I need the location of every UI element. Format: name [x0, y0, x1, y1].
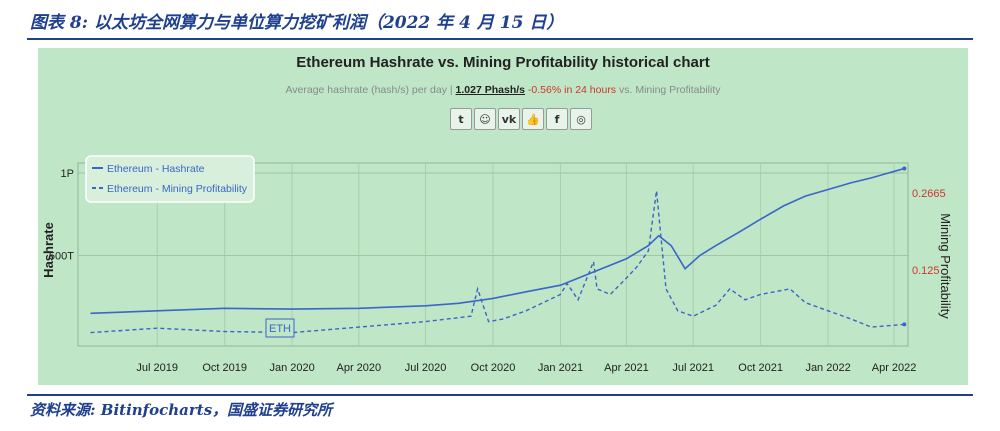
hashrate-end-point	[902, 166, 907, 171]
subtitle-prefix: Average hashrate (hash/s) per day |	[285, 84, 453, 96]
x-tick-label: Oct 2019	[202, 362, 247, 374]
x-tick-label: Apr 2022	[872, 362, 917, 374]
hashrate-value[interactable]: 1.027 Phash/s	[455, 84, 525, 96]
facebook-icon[interactable]: f	[546, 108, 568, 130]
figure-title: 图表 8: 以太坊全网算力与单位算力挖矿利润（2022 年 4 月 15 日）	[30, 13, 564, 33]
x-tick-label: Apr 2021	[604, 362, 649, 374]
legend[interactable]: Ethereum - Hashrate Ethereum - Mining Pr…	[85, 155, 255, 203]
chart-title: Ethereum Hashrate vs. Mining Profitabili…	[296, 54, 710, 71]
bottom-rule	[27, 394, 973, 396]
share-toolbar: t ☺ vk 👍 f ◎	[450, 108, 592, 130]
profitability-end-point	[902, 322, 907, 327]
x-tick-label: Jan 2021	[538, 362, 583, 374]
twitter-icon[interactable]: t	[450, 108, 472, 130]
reddit-icon[interactable]: ☺	[474, 108, 496, 130]
x-tick-label: Oct 2020	[471, 362, 516, 374]
x-tick-label: Jul 2020	[405, 362, 447, 374]
x-tick-label: Jul 2021	[672, 362, 714, 374]
top-rule	[27, 38, 973, 40]
hashrate-change: -0.56% in 24 hours	[527, 84, 617, 96]
hashrate-line[interactable]	[90, 167, 905, 315]
x-tick-label: Jul 2019	[136, 362, 178, 374]
y2-tick-label: 0.125	[912, 265, 940, 277]
source-note: 资料来源: Bitinfocharts，国盛证券研究所	[30, 401, 333, 419]
chart-subtitle: Average hashrate (hash/s) per day | 1.02…	[38, 84, 968, 96]
chart-panel: Ethereum Hashrate vs. Mining Profitabili…	[38, 48, 968, 385]
subtitle-suffix: vs. Mining Profitability	[618, 84, 721, 96]
legend-item-hashrate[interactable]: Ethereum - Hashrate	[107, 163, 205, 175]
y-tick-label: 1P	[61, 168, 74, 180]
eth-badge[interactable]: ETH	[265, 318, 295, 338]
y-tick-label: 500T	[49, 251, 74, 263]
chart-svg: Jul 2019 Oct 2019 Jan 2020 Apr 2020 Jul 2020…	[41, 155, 953, 374]
vk-icon[interactable]: vk	[498, 108, 520, 130]
y2-tick-label: 0.2665	[912, 188, 946, 200]
x-tick-label: Apr 2020	[336, 362, 381, 374]
legend-item-profitability[interactable]: Ethereum - Mining Profitability	[107, 183, 248, 195]
eth-badge-label: ETH	[269, 323, 291, 335]
x-tick-label: Jan 2022	[805, 362, 850, 374]
x-tick-label: Oct 2021	[738, 362, 783, 374]
y-axis-label: Hashrate	[41, 222, 56, 278]
profitability-line[interactable]	[90, 190, 905, 334]
y2-axis-label: Mining Profitability	[938, 213, 953, 319]
weibo-icon[interactable]: ◎	[570, 108, 592, 130]
x-tick-label: Jan 2020	[269, 362, 314, 374]
like-icon[interactable]: 👍	[522, 108, 544, 130]
